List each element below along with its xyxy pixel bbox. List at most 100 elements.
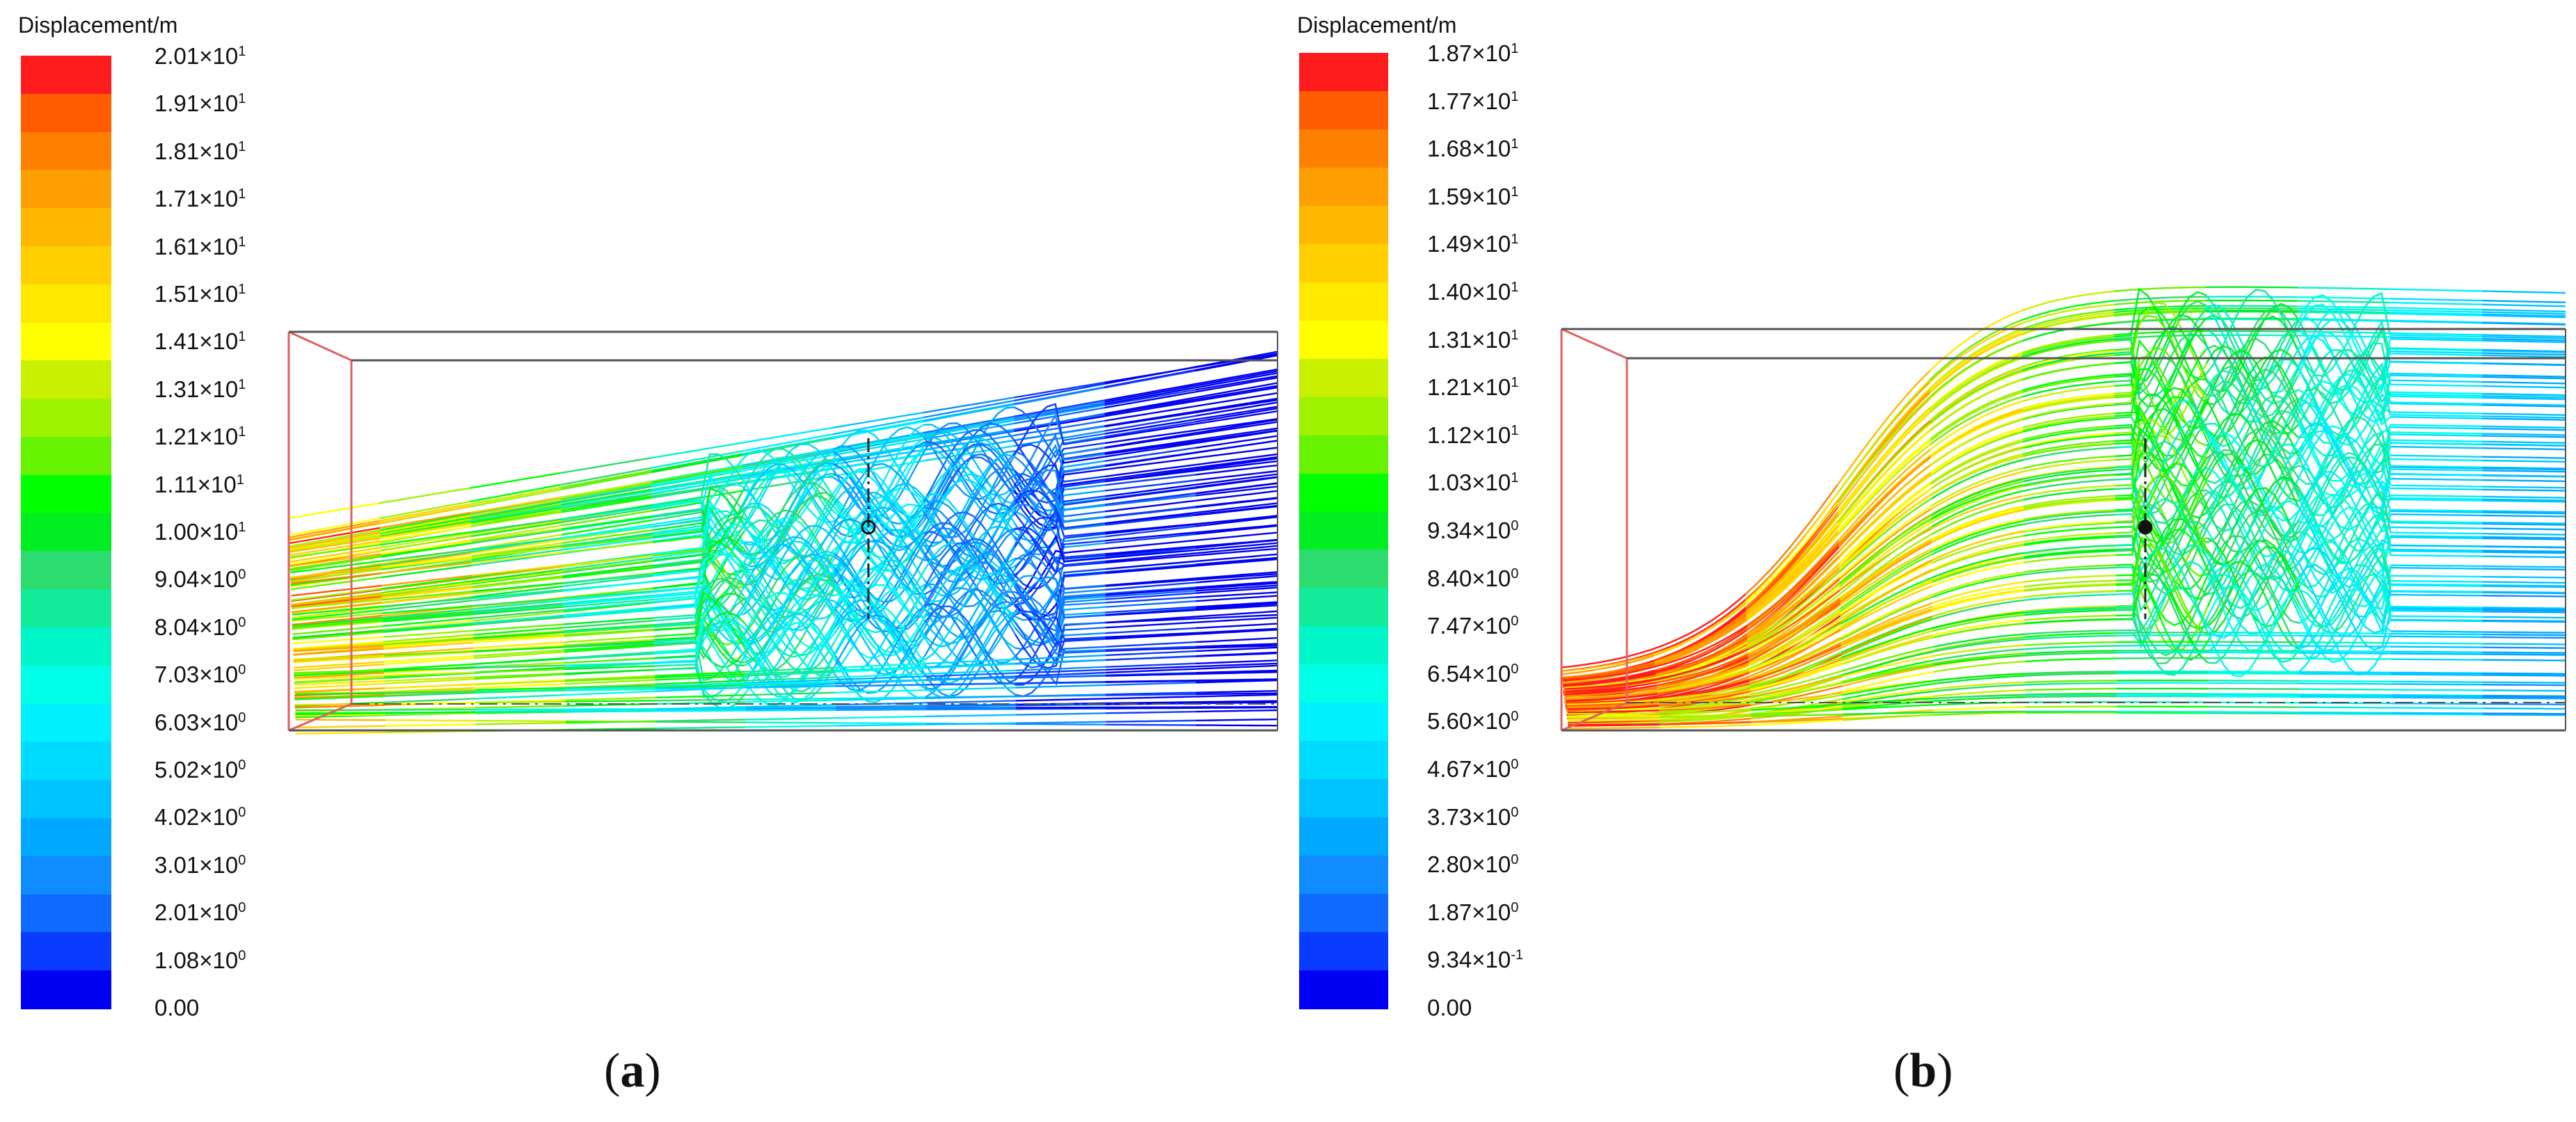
streamline [1195,524,1278,536]
tick-mantissa: 9.34 [1427,947,1472,973]
colorbar-segment [21,437,111,476]
streamline [2390,607,2483,610]
streamline [385,698,475,703]
streamline [561,490,652,507]
streamline [292,614,383,626]
streamline [475,689,566,693]
streamline [2298,300,2390,304]
streamline [561,492,652,509]
tick-exponent: 0 [238,852,246,868]
streamline [471,546,563,559]
streamline [1751,708,1843,715]
streamline [1195,575,1278,584]
streamline [2390,426,2483,430]
streamline [745,704,836,708]
streamline [1195,370,1278,387]
streamline [565,684,655,689]
streamline [1930,367,2023,422]
streamline [565,720,656,723]
streamline [291,595,382,608]
streamline [1841,664,1934,684]
streamline [1105,655,1196,662]
tick-exponent: 0 [1511,852,1519,868]
colorbar-tick-label: 1.68×101 [1427,137,1518,160]
streamline [1195,662,1278,668]
streamline [1658,688,1751,703]
streamline [1839,514,1932,584]
streamline [1653,611,1747,662]
tick-times: ×10 [1472,183,1511,209]
streamline [2390,658,2483,661]
streamline [1929,332,2023,393]
tick-mantissa: 1.61 [154,233,200,259]
streamline [742,460,834,477]
streamline [651,453,744,506]
streamline [2390,487,2483,490]
streamline [1104,525,1196,538]
streamline [1747,571,1840,643]
streamline [1014,516,1106,559]
tick-mantissa: 5.60 [1427,708,1472,735]
streamline [1838,443,1932,535]
streamline [1838,488,1932,566]
streamline [470,521,562,538]
streamline [2298,467,2392,554]
streamline [471,528,562,543]
colorbar-tick-label: 4.67×100 [1427,758,1518,780]
streamline [560,471,652,490]
streamline [1195,659,1278,664]
colorbar-tick-label: 2.01×100 [154,901,246,924]
streamline [2391,713,2483,716]
streamline [2482,537,2566,540]
streamline [655,719,746,722]
streamline [2390,298,2482,302]
streamline [2115,485,2208,556]
streamline [2207,657,2300,659]
streamline [653,549,744,588]
streamline [2298,538,2392,624]
streamline [2297,307,2391,382]
streamline [383,663,475,671]
streamline [2024,521,2116,532]
streamline [470,524,562,541]
streamline [1014,548,1106,591]
streamline [1930,417,2024,465]
streamline [1654,619,1747,665]
tick-mantissa: 1.31 [1427,326,1472,353]
streamline [925,708,1016,711]
streamline [2298,506,2391,588]
streamline [2022,432,2115,448]
streamline [381,583,472,596]
streamline [294,694,385,699]
streamline [1195,429,1278,443]
colorbar-segment [1299,167,1388,207]
streamline [294,675,385,680]
streamline [1842,704,1934,711]
streamline [562,516,653,531]
streamline [1013,399,1105,417]
streamline [564,645,655,653]
streamline [2390,416,2483,419]
streamline [923,448,1015,523]
streamline [2299,650,2392,652]
streamline [835,697,926,701]
streamline [1104,387,1195,405]
streamline [562,537,653,551]
streamline [1747,583,1840,648]
streamline [1105,665,1196,671]
streamline [381,582,472,595]
streamline [295,731,386,735]
tick-exponent: 1 [238,424,246,440]
streamline [1745,514,1839,614]
streamline [2025,687,2117,691]
streamline [923,428,1015,447]
streamline [383,637,474,646]
streamline [832,449,924,465]
streamline [563,590,654,600]
streamline [2207,632,2300,634]
streamline [923,443,1015,518]
streamline [2298,531,2392,618]
streamline [1568,721,1660,726]
streamline [2023,511,2115,522]
tick-mantissa: 6.54 [1427,660,1472,687]
